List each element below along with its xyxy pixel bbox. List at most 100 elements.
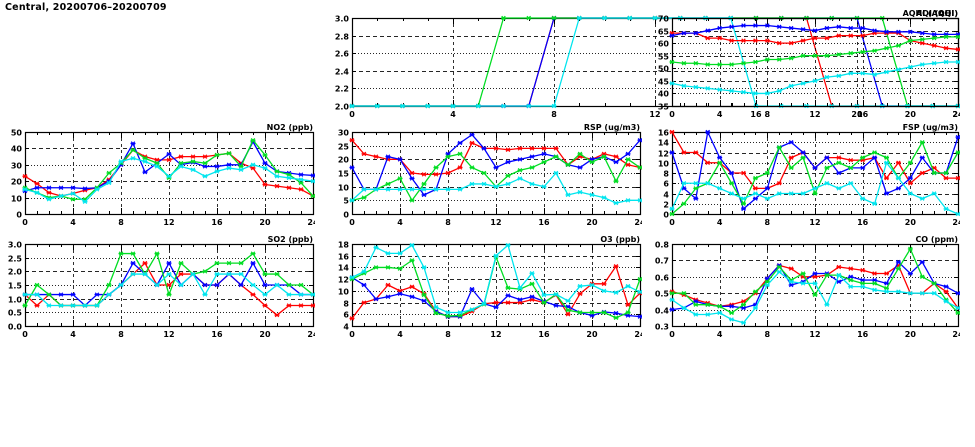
data-point-marker (298, 303, 304, 308)
data-point-marker (286, 303, 292, 308)
data-point-marker (421, 181, 427, 187)
data-point-marker (529, 146, 535, 151)
data-point-marker (226, 260, 232, 266)
data-point-marker (166, 260, 172, 266)
y-tick-label: 4 (343, 323, 349, 332)
data-point-marker (931, 191, 937, 196)
data-point-marker (601, 195, 607, 200)
data-point-marker (848, 25, 854, 31)
data-point-marker (872, 28, 878, 33)
data-point-marker (286, 175, 292, 181)
data-point-marker (551, 103, 557, 109)
data-point-marker (361, 269, 367, 274)
data-point-marker (298, 282, 304, 288)
data-point-marker (409, 258, 415, 263)
series-run2 (669, 129, 960, 212)
y-tick-label: 10 (11, 195, 23, 204)
data-point-marker (872, 72, 878, 77)
x-tick-label: 16 (538, 330, 550, 339)
panel-title-aqhi: AQHI (AQHI) (903, 9, 958, 18)
data-point-marker (505, 300, 511, 305)
data-point-marker (493, 146, 499, 151)
data-point-marker (919, 274, 925, 280)
data-point-marker (741, 196, 746, 201)
data-point-marker (202, 160, 208, 166)
data-point-marker (729, 191, 735, 196)
y-tick-label: 20 (338, 156, 350, 165)
data-point-marker (931, 290, 937, 296)
data-point-marker (884, 69, 889, 75)
y-tick-label: 0.4 (655, 307, 670, 316)
data-point-marker (361, 151, 367, 157)
data-point-marker (681, 181, 687, 186)
x-tick-label: 8 (118, 330, 124, 339)
data-point-marker (931, 281, 937, 286)
data-point-marker (895, 67, 901, 72)
y-tick-label: 2.0 (8, 268, 23, 277)
data-point-marker (705, 181, 711, 186)
x-tick-label: 12 (490, 218, 501, 227)
data-point-marker (214, 164, 220, 169)
data-point-marker (907, 181, 913, 186)
data-point-marker (669, 150, 675, 155)
data-point-marker (166, 157, 172, 163)
y-tick-label: 70 (658, 15, 670, 24)
data-point-marker (469, 286, 475, 292)
data-point-marker (481, 146, 487, 151)
data-point-marker (800, 155, 806, 160)
data-point-marker (34, 181, 40, 186)
data-point-marker (517, 297, 523, 302)
data-point-marker (836, 155, 842, 160)
data-point-marker (717, 87, 723, 92)
data-point-marker (238, 260, 244, 266)
y-tick-label: 35 (658, 103, 670, 112)
data-point-marker (848, 157, 854, 163)
data-point-marker (166, 292, 172, 297)
data-point-marker (601, 288, 607, 294)
x-tick-label: 16 (857, 110, 869, 119)
data-point-marker (752, 38, 758, 43)
data-point-marker (106, 170, 112, 176)
data-point-marker (469, 181, 475, 187)
data-point-marker (178, 164, 184, 169)
data-point-marker (505, 293, 511, 298)
data-point-marker (298, 187, 304, 192)
data-point-marker (361, 300, 367, 305)
data-point-marker (824, 155, 830, 160)
data-point-marker (505, 173, 511, 178)
data-point-marker (625, 151, 631, 157)
data-point-marker (955, 150, 960, 155)
x-tick-label: 12 (809, 218, 820, 227)
data-point-marker (310, 303, 315, 308)
data-point-marker (166, 151, 172, 157)
data-point-marker (493, 184, 499, 189)
x-tick-label: 20 (586, 330, 598, 339)
data-point-marker (517, 176, 523, 181)
data-point-marker (752, 289, 758, 294)
data-point-marker (872, 277, 878, 283)
data-point-marker (907, 246, 913, 252)
panel-title-so2: SO2 (ppb) (268, 235, 313, 244)
data-point-marker (741, 61, 746, 66)
y-tick-label: 0.5 (8, 309, 23, 318)
y-tick-label: 8 (343, 300, 349, 309)
data-point-marker (385, 251, 391, 256)
data-point-marker (836, 73, 842, 79)
data-point-marker (752, 175, 758, 181)
data-point-marker (613, 315, 619, 321)
data-point-marker (118, 282, 124, 288)
data-point-marker (812, 281, 818, 286)
data-point-marker (577, 151, 583, 157)
y-tick-label: 0.5 (655, 290, 670, 299)
data-point-marker (421, 172, 427, 177)
data-point-marker (505, 147, 511, 153)
data-point-marker (142, 169, 148, 175)
y-tick-label: 25 (338, 143, 350, 152)
data-point-marker (551, 15, 557, 21)
x-tick-label: 20 (905, 110, 917, 119)
data-point-marker (349, 165, 355, 170)
data-point-marker (34, 292, 40, 297)
panel-aqi: 354045505560657004812162024AQI (AQI) (646, 7, 960, 120)
data-point-marker (669, 81, 675, 86)
data-point-marker (943, 299, 949, 304)
